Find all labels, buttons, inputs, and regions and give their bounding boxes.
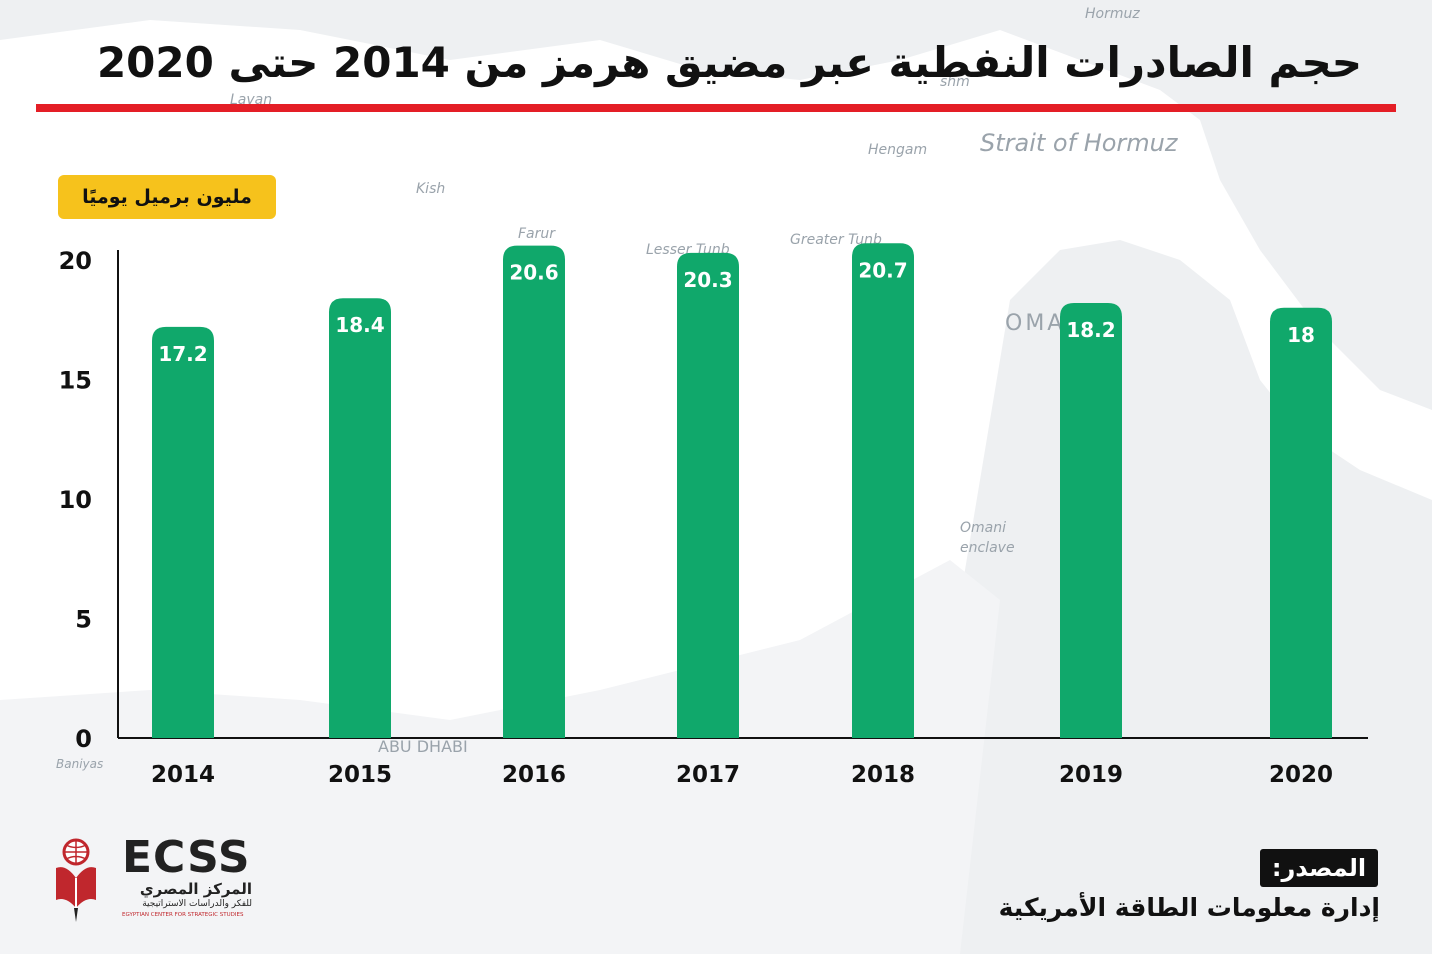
bar-2014	[152, 326, 214, 738]
map-landmass-oman	[930, 240, 1432, 954]
value-label-2017: 20.3	[683, 268, 732, 292]
map-label-omani-enclave-1: Omani	[960, 520, 1006, 536]
y-tick-label: 0	[75, 725, 92, 753]
y-tick-label: 10	[59, 486, 92, 514]
value-label-2019: 18.2	[1066, 318, 1115, 342]
map-label-strait: Strait of Hormuz	[980, 129, 1179, 157]
source-text: إدارة معلومات الطاقة الأمريكية	[998, 893, 1380, 922]
value-label-2015: 18.4	[335, 313, 384, 337]
value-label-2014: 17.2	[158, 342, 207, 366]
map-label-baniyas: Baniyas	[56, 757, 103, 771]
y-tick-label: 5	[75, 606, 92, 634]
logo-english-subtitle: EGYPTIAN CENTER FOR STRATEGIC STUDIES	[122, 912, 244, 918]
x-tick-label-2019: 2019	[1059, 762, 1123, 788]
ecss-logo-icon	[56, 838, 96, 922]
x-tick-label-2020: 2020	[1269, 762, 1333, 788]
x-tick-label-2017: 2017	[676, 762, 740, 788]
source-label: المصدر:	[1260, 849, 1378, 887]
map-label-oman: OMA	[1005, 311, 1065, 336]
logo-arabic-name: المركز المصري	[139, 880, 252, 898]
value-label-2016: 20.6	[509, 261, 558, 285]
x-tick-label-2018: 2018	[851, 762, 915, 788]
logo-arabic-subtitle: للفكر والدراسات الاستراتيجية	[142, 899, 252, 909]
bar-2018	[852, 243, 914, 738]
x-tick-label-2016: 2016	[502, 762, 566, 788]
map-landmass-uae	[0, 560, 1000, 954]
map-label-hengam: Hengam	[868, 142, 927, 158]
map-label-omani-enclave-2: enclave	[960, 540, 1015, 556]
x-tick-label-2015: 2015	[328, 762, 392, 788]
bar-2020	[1270, 307, 1332, 738]
value-label-2018: 20.7	[858, 258, 907, 282]
map-label-qeshm: shm	[940, 74, 970, 90]
bar-2019	[1060, 303, 1122, 738]
map-label-hormuz: Hormuz	[1085, 6, 1140, 22]
title-underline	[36, 104, 1396, 112]
bar-2017	[677, 252, 739, 738]
y-tick-label: 15	[59, 367, 92, 395]
bar-2016	[503, 245, 565, 738]
map-label-farur: Farur	[518, 226, 556, 242]
y-tick-label: 20	[59, 247, 92, 275]
value-label-2020: 18	[1287, 323, 1315, 347]
unit-badge: مليون برميل يوميًا	[58, 175, 276, 219]
logo-wordmark: ECSS	[122, 832, 251, 883]
map-label-greater-tunb: Greater Tunb	[790, 232, 882, 248]
page-title: حجم الصادرات النفطية عبر مضيق هرمز من 20…	[96, 38, 1362, 87]
map-landmass-top	[0, 0, 1432, 410]
map-label-kish: Kish	[416, 181, 445, 197]
x-tick-label-2014: 2014	[151, 762, 215, 788]
bar-2015	[329, 298, 391, 738]
map-label-abu-dhabi: ABU DHABI	[378, 737, 468, 756]
